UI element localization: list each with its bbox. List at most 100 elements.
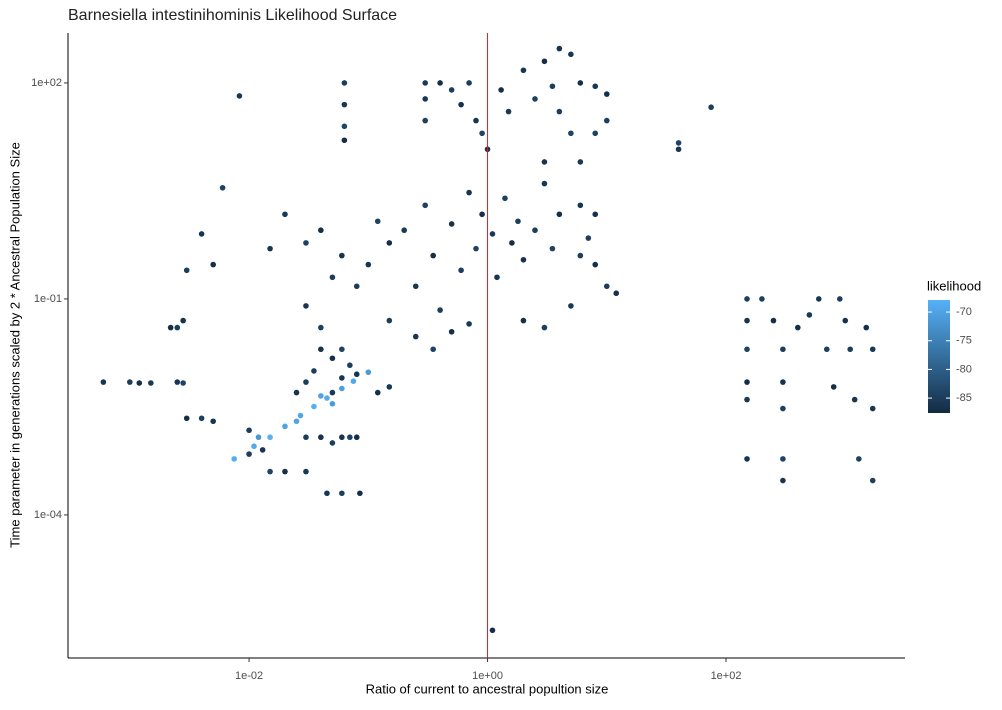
x-axis-title: Ratio of current to ancestral popultion … xyxy=(366,681,609,696)
point xyxy=(613,290,620,297)
point xyxy=(318,434,324,441)
point xyxy=(541,180,548,187)
point xyxy=(744,379,750,385)
point xyxy=(603,283,610,290)
point xyxy=(577,159,584,165)
point xyxy=(318,393,324,399)
point xyxy=(422,202,428,209)
point xyxy=(347,434,353,441)
point xyxy=(568,51,574,58)
point xyxy=(744,296,750,302)
point xyxy=(339,252,345,259)
point xyxy=(806,312,813,318)
point xyxy=(365,261,372,268)
point xyxy=(532,227,538,234)
point xyxy=(515,218,521,225)
point xyxy=(869,477,876,484)
point xyxy=(795,324,801,331)
point xyxy=(183,415,190,422)
point xyxy=(303,379,309,385)
point xyxy=(568,303,574,309)
point xyxy=(856,456,862,462)
point xyxy=(473,117,479,124)
point xyxy=(148,380,154,386)
point xyxy=(842,317,849,324)
point xyxy=(556,211,563,218)
point xyxy=(339,490,345,497)
point xyxy=(780,477,786,484)
point xyxy=(350,378,357,385)
point xyxy=(577,80,584,86)
point xyxy=(219,184,226,191)
point xyxy=(341,101,348,108)
point xyxy=(329,389,336,396)
x-tick-label: 1e+00 xyxy=(472,670,503,682)
point xyxy=(509,240,515,246)
points xyxy=(100,45,876,634)
y-tick-label: 1e+02 xyxy=(31,77,62,89)
point xyxy=(365,369,372,376)
point xyxy=(592,211,599,218)
point xyxy=(489,627,496,634)
legend-title: likelihood xyxy=(927,278,981,293)
y-tick-label: 1e-01 xyxy=(34,293,62,305)
point xyxy=(267,245,273,252)
point xyxy=(198,231,205,237)
point xyxy=(556,45,563,52)
point xyxy=(448,221,455,227)
point xyxy=(127,379,133,385)
point xyxy=(231,456,237,462)
point xyxy=(430,252,436,259)
point xyxy=(318,324,324,331)
point xyxy=(549,245,556,252)
point xyxy=(780,405,786,412)
point xyxy=(353,283,360,290)
point xyxy=(412,333,419,340)
point xyxy=(549,83,556,90)
point xyxy=(479,130,485,137)
point xyxy=(341,123,348,130)
point xyxy=(180,317,186,324)
point xyxy=(505,108,512,115)
point xyxy=(267,434,273,441)
point xyxy=(708,104,714,111)
point xyxy=(386,317,393,324)
point xyxy=(329,274,336,281)
point xyxy=(251,443,257,450)
point xyxy=(324,490,330,497)
point xyxy=(100,379,107,385)
point xyxy=(324,395,330,401)
point xyxy=(541,159,548,165)
point xyxy=(466,80,472,86)
point xyxy=(246,451,252,457)
point xyxy=(502,195,508,202)
point xyxy=(603,117,610,124)
point xyxy=(780,456,786,462)
point xyxy=(851,396,858,403)
point xyxy=(541,58,548,65)
point xyxy=(847,346,853,353)
colorbar-label: -80 xyxy=(956,363,972,375)
point xyxy=(836,296,843,302)
point xyxy=(603,91,610,97)
point xyxy=(759,296,765,302)
point xyxy=(412,283,419,290)
point xyxy=(458,267,464,274)
colorbar xyxy=(928,300,950,413)
point xyxy=(174,379,181,385)
point xyxy=(675,140,682,146)
point xyxy=(744,456,750,462)
x-tick-label: 1e+02 xyxy=(711,670,742,682)
point xyxy=(282,211,288,218)
point xyxy=(744,317,750,324)
point xyxy=(311,403,317,410)
point xyxy=(339,346,345,353)
point xyxy=(437,80,443,86)
point xyxy=(318,227,324,234)
colorbar-label: -85 xyxy=(956,392,972,404)
point xyxy=(341,80,348,86)
point xyxy=(297,412,304,419)
point xyxy=(437,307,443,313)
point xyxy=(830,384,837,390)
